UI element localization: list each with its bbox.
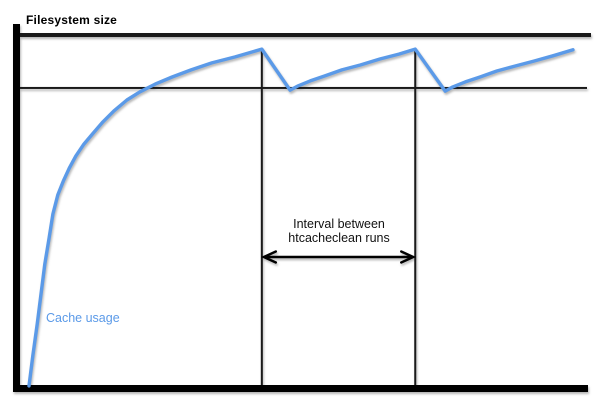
interval-annotation: Interval between htcacheclean runs bbox=[254, 217, 424, 245]
filesystem-size-label: Filesystem size bbox=[26, 13, 118, 27]
interval-annotation-line1: Interval between bbox=[293, 217, 385, 231]
cache-usage-label: Cache usage bbox=[46, 311, 120, 325]
interval-annotation-line2: htcacheclean runs bbox=[288, 230, 390, 245]
